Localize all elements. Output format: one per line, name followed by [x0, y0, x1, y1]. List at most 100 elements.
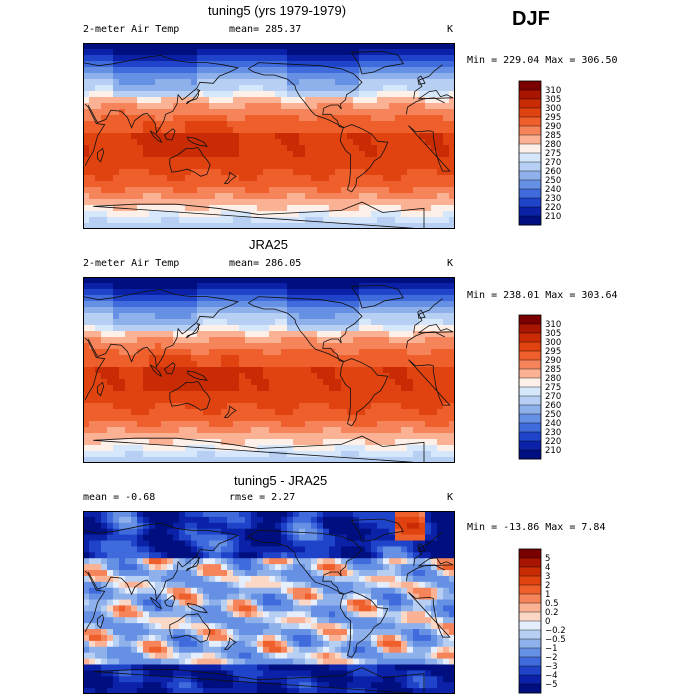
colorbar-swatch: [519, 441, 541, 451]
field-cell: [287, 546, 294, 553]
field-cell: [191, 511, 198, 518]
field-cell: [359, 421, 366, 428]
field-cell: [101, 546, 108, 553]
field-cell: [431, 599, 438, 607]
field-cell: [167, 79, 174, 86]
field-cell: [179, 534, 186, 542]
field-cell: [143, 540, 150, 548]
field-cell: [401, 367, 408, 374]
field-cell: [131, 205, 138, 212]
field-cell: [365, 169, 372, 176]
field-cell: [395, 181, 402, 188]
field-cell: [317, 397, 324, 404]
field-cell: [335, 391, 342, 398]
field-cell: [215, 283, 222, 290]
coastline: [83, 288, 454, 369]
field-cell: [173, 97, 180, 104]
field-cell: [281, 516, 288, 524]
field-cell: [125, 223, 132, 229]
field-cell: [131, 534, 138, 542]
field-cell: [353, 421, 360, 428]
field-cell: [425, 91, 432, 98]
field-cell: [341, 73, 348, 80]
field-cell: [191, 570, 198, 577]
field-cell: [305, 361, 312, 368]
field-cell: [329, 289, 336, 296]
field-cell: [137, 403, 144, 410]
field-cell: [149, 575, 156, 583]
field-cell: [209, 67, 216, 74]
field-cell: [185, 277, 192, 284]
field-cell: [383, 599, 390, 607]
field-cell: [389, 451, 396, 458]
field-cell: [419, 593, 426, 601]
field-cell: [155, 587, 162, 595]
field-cell: [287, 79, 294, 86]
field-cell: [125, 439, 132, 446]
field-cell: [89, 67, 96, 74]
field-cell: [125, 73, 132, 80]
field-cell: [401, 85, 408, 92]
field-cell: [113, 307, 120, 314]
field-cell: [299, 73, 306, 80]
field-cell: [425, 133, 432, 140]
field-cell: [329, 79, 336, 86]
field-cell: [443, 97, 450, 104]
field-cell: [443, 175, 450, 182]
field-cell: [125, 295, 132, 302]
field-cell: [263, 564, 270, 571]
field-cell: [107, 421, 114, 428]
field-cell: [203, 169, 210, 176]
field-cell: [101, 277, 108, 284]
field-cell: [191, 61, 198, 68]
field-cell: [119, 139, 126, 146]
field-cell: [239, 337, 246, 344]
field-cell: [413, 181, 420, 188]
field-cell: [101, 379, 108, 386]
field-cell: [449, 570, 455, 577]
field-cell: [341, 295, 348, 302]
field-cell: [401, 223, 408, 229]
field-cell: [263, 403, 270, 410]
field-cell: [389, 49, 396, 56]
field-cell: [281, 217, 288, 224]
field-cell: [155, 325, 162, 332]
field-cell: [407, 373, 414, 380]
field-cell: [407, 587, 414, 595]
field-cell: [125, 355, 132, 362]
field-cell: [155, 43, 162, 50]
field-cell: [383, 97, 390, 104]
field-cell: [287, 575, 294, 583]
field-cell: [401, 457, 408, 463]
field-cell: [293, 427, 300, 434]
field-cell: [101, 516, 108, 524]
field-cell: [365, 49, 372, 56]
field-cell: [107, 439, 114, 446]
field-cell: [155, 289, 162, 296]
field-cell: [449, 325, 455, 332]
field-cell: [425, 379, 432, 386]
field-cell: [335, 397, 342, 404]
field-cell: [299, 43, 306, 50]
field-cell: [167, 599, 174, 607]
field-cells: [83, 511, 455, 694]
field-cell: [449, 599, 455, 607]
field-cell: [197, 115, 204, 122]
field-cell: [359, 145, 366, 152]
field-cell: [191, 295, 198, 302]
field-cell: [389, 181, 396, 188]
field-cell: [131, 151, 138, 158]
field-cell: [437, 67, 444, 74]
field-cell: [101, 575, 108, 583]
field-cell: [161, 289, 168, 296]
field-cell: [353, 163, 360, 170]
field-cell: [323, 587, 330, 595]
field-cell: [203, 439, 210, 446]
field-cell: [377, 307, 384, 314]
field-cell: [221, 277, 228, 284]
field-cell: [131, 605, 138, 612]
field-cell: [389, 55, 396, 62]
field-cell: [95, 445, 102, 452]
field-cell: [449, 511, 455, 518]
field-cell: [143, 373, 150, 380]
